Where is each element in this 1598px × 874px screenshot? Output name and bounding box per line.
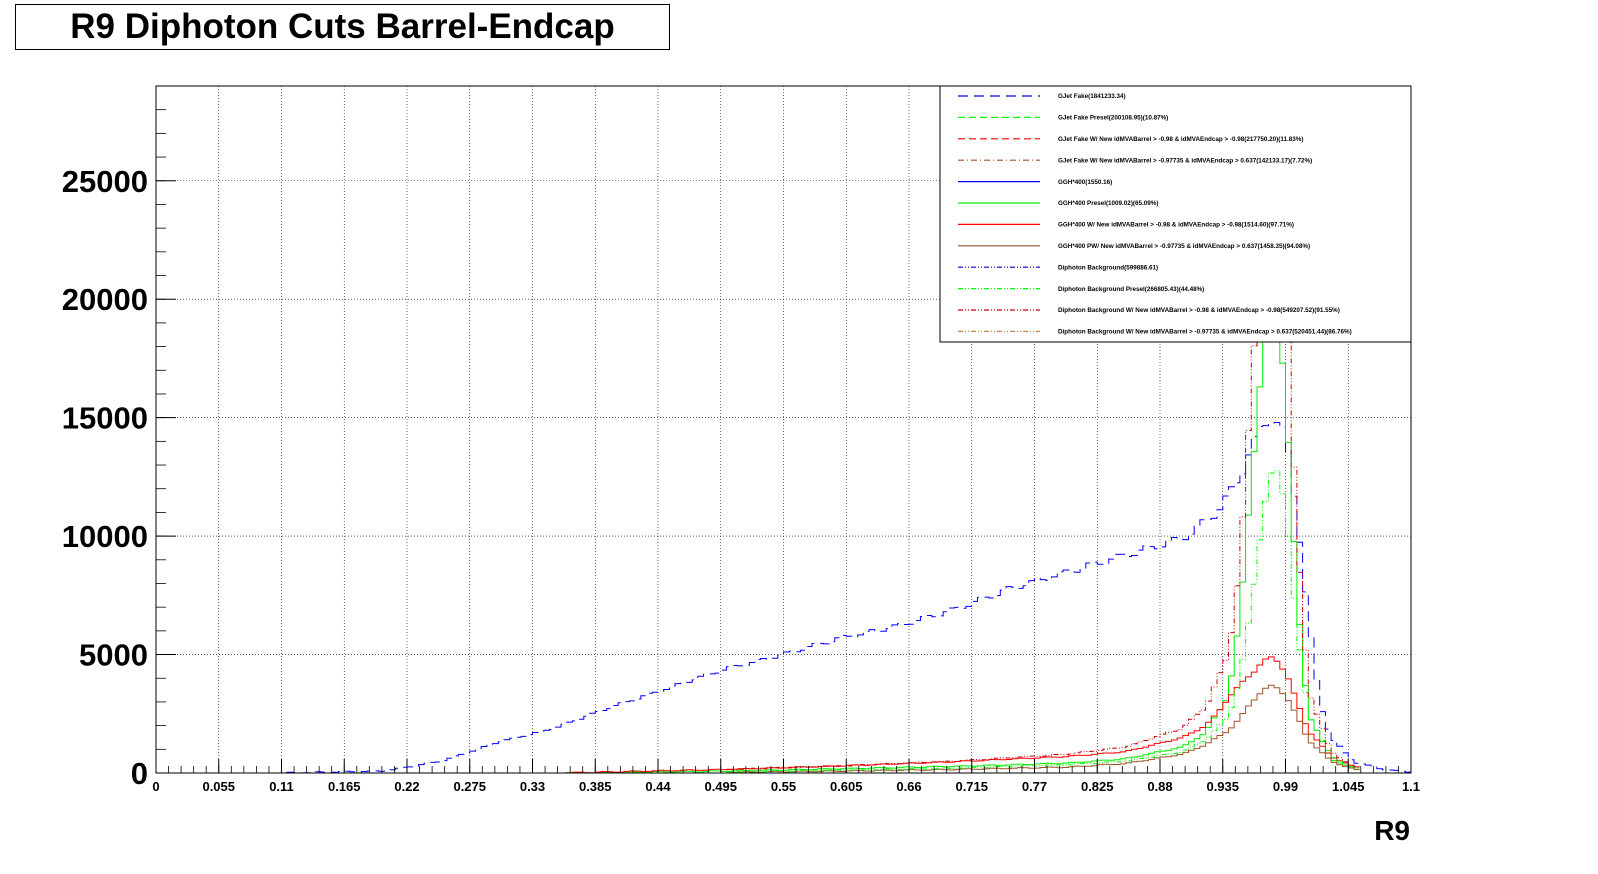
series-group	[270, 109, 1411, 773]
x-tick-label: 1.1	[1402, 779, 1420, 794]
y-tick-label: 20000	[62, 282, 148, 317]
x-tick-label: 0.66	[896, 779, 921, 794]
legend-label-9: Diphoton Background Presel(266805.43)(44…	[1058, 286, 1204, 293]
series-line-10	[726, 109, 1360, 771]
x-tick-label: 1.045	[1332, 779, 1365, 794]
legend: GJet Fake(1841233.34) GJet Fake Presel(20…	[939, 85, 1412, 343]
series-line-0	[270, 422, 1411, 773]
legend-label-0: GJet Fake(1841233.34)	[1058, 93, 1126, 100]
x-tick-label: 0	[152, 779, 159, 794]
x-tick-label: 0.99	[1273, 779, 1298, 794]
legend-label-7: GGH*400 PW/ New idMVABarrel > -0.97735 &…	[1058, 243, 1310, 250]
x-tick-label: 0.22	[394, 779, 419, 794]
x-tick-label: 0.605	[830, 779, 863, 794]
x-tick-label: 0.11	[269, 779, 294, 794]
legend-label-5: GGH*400 Presel(1009.02)(65.09%)	[1058, 200, 1158, 207]
y-tick-label: 5000	[79, 638, 148, 673]
x-tick-label: 0.055	[202, 779, 235, 794]
x-axis-label: R9	[1374, 815, 1410, 846]
legend-box	[939, 85, 1412, 343]
x-tick-label: 0.88	[1147, 779, 1172, 794]
series-line-7	[726, 684, 1360, 773]
series-line-6	[555, 656, 1360, 773]
chart-title-box: R9 Diphoton Cuts Barrel-Endcap	[15, 4, 670, 50]
x-tick-label: 0.495	[704, 779, 737, 794]
series-line-9	[726, 470, 1360, 773]
x-tick-label: 0.77	[1022, 779, 1047, 794]
legend-label-2: GJet Fake W/ New idMVABarrel > -0.98 & i…	[1058, 136, 1303, 143]
y-tick-label: 0	[131, 756, 148, 791]
x-tick-label: 0.935	[1206, 779, 1239, 794]
y-tick-label: 25000	[62, 164, 148, 199]
series-line-5	[555, 314, 1360, 773]
y-tick-label: 15000	[62, 401, 148, 436]
legend-label-11: Diphoton Background W/ New idMVABarrel >…	[1058, 329, 1352, 336]
x-tick-label: 0.385	[579, 779, 612, 794]
y-tick-label: 10000	[62, 519, 148, 554]
x-tick-label: 0.33	[520, 779, 545, 794]
legend-label-4: GGH*400(1550.16)	[1058, 179, 1112, 186]
x-tick-label: 0.165	[328, 779, 361, 794]
axes-group: 0 0.055 0.11 0.165 0.22 0.275 0.33 0.385 0.44 0.4…	[62, 85, 1420, 794]
legend-label-3: GJet Fake W/ New idMVABarrel > -0.97735 …	[1058, 157, 1312, 164]
x-tick-label: 0.44	[645, 779, 671, 794]
legend-label-10: Diphoton Background W/ New idMVABarrel >…	[1058, 307, 1340, 314]
x-tick-label: 0.275	[453, 779, 486, 794]
x-tick-label: 0.715	[955, 779, 988, 794]
legend-label-1: GJet Fake Presel(200108.95)(10.87%)	[1058, 115, 1168, 122]
chart-title: R9 Diphoton Cuts Barrel-Endcap	[70, 7, 615, 46]
legend-label-6: GGH*400 W/ New idMVABarrel > -0.98 & idM…	[1058, 222, 1294, 229]
legend-label-8: Diphoton Background(599886.61)	[1058, 264, 1158, 271]
x-tick-label: 0.825	[1081, 779, 1114, 794]
x-tick-label: 0.55	[771, 779, 796, 794]
